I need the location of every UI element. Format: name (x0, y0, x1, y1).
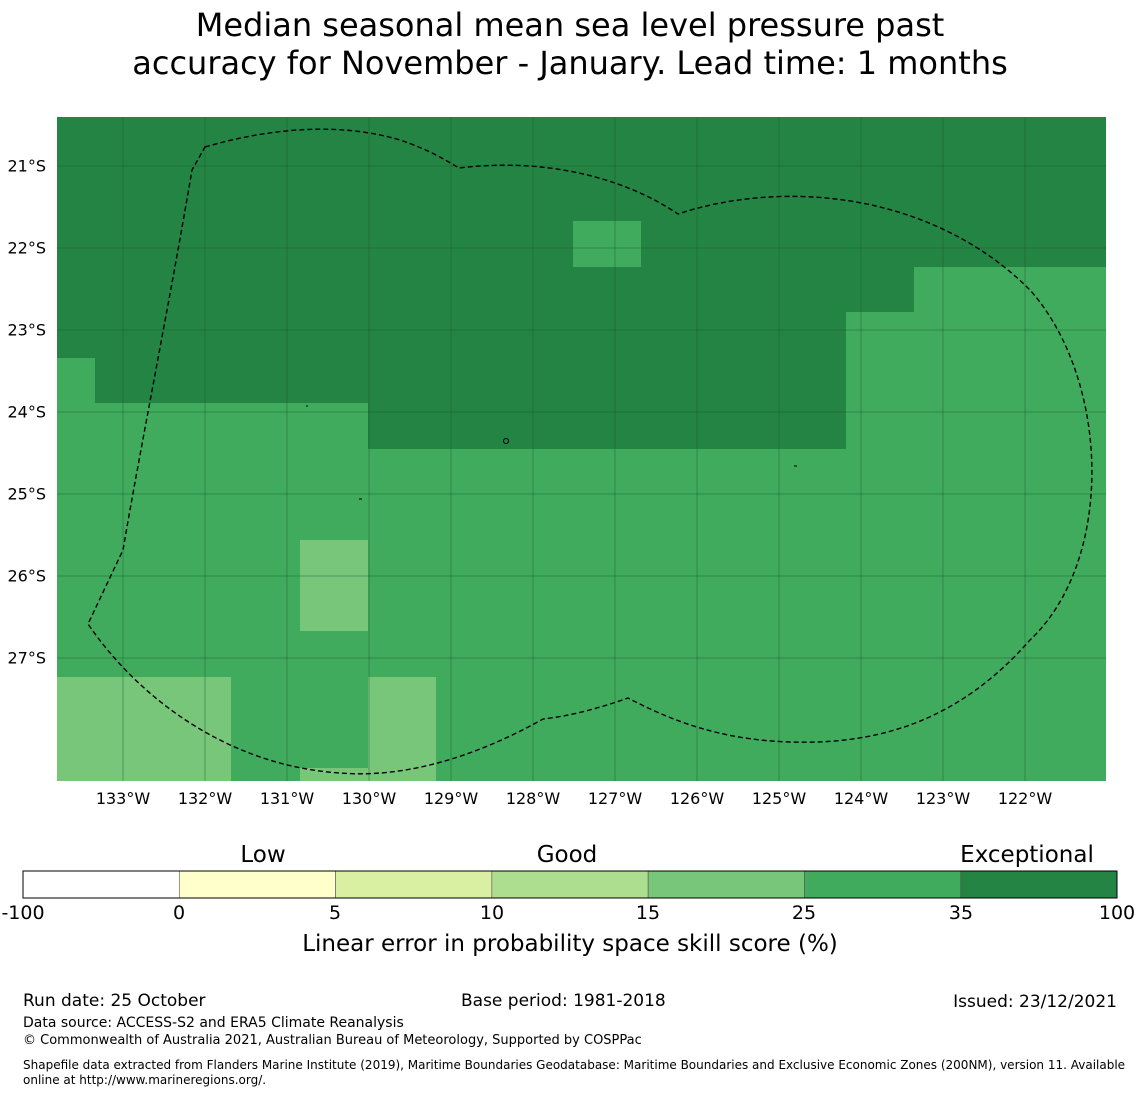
cell-25-35-north (573, 221, 641, 267)
lat-label-25s: 25°S (7, 484, 46, 504)
chart-title: Median seasonal mean sea level pressure … (0, 6, 1140, 82)
lon-label-127w: 127°W (587, 789, 643, 808)
run-date: Run date: 25 October (23, 991, 206, 1011)
lon-label-124w: 124°W (833, 789, 889, 808)
lon-label-123w: 123°W (915, 789, 971, 808)
category-low: Low (240, 842, 286, 868)
lon-label-131w: 131°W (259, 789, 315, 808)
cell-15-25-b (57, 677, 231, 781)
cell-15-25-a (300, 540, 368, 631)
title-line-1: Median seasonal mean sea level pressure … (195, 6, 945, 44)
copyright: © Commonwealth of Australia 2021, Austra… (23, 1033, 642, 1048)
category-good: Good (536, 842, 598, 868)
lon-label-122w: 122°W (997, 789, 1053, 808)
lat-label-23s: 23°S (7, 320, 46, 340)
lat-label-26s: 26°S (7, 566, 46, 586)
cb-tick-25: 25 (791, 902, 817, 924)
lat-label-24s: 24°S (7, 402, 46, 422)
lat-label-21s: 21°S (7, 156, 46, 176)
cb-tick-100: 100 (1098, 902, 1136, 924)
lon-label-130w: 130°W (341, 789, 397, 808)
lon-label-129w: 129°W (423, 789, 479, 808)
lon-label-125w: 125°W (751, 789, 807, 808)
shapefile-credit: Shapefile data extracted from Flanders M… (23, 1058, 1126, 1087)
lon-label-133w: 133°W (95, 789, 151, 808)
cb-tick-neg100: -100 (1, 902, 45, 924)
issued-date: Issued: 23/12/2021 (953, 992, 1117, 1012)
islands (306, 405, 797, 500)
lon-label-128w: 128°W (505, 789, 561, 808)
cb-tick-15: 15 (635, 902, 661, 924)
data-source: Data source: ACCESS-S2 and ERA5 Climate … (23, 1015, 404, 1031)
lon-label-126w: 126°W (669, 789, 725, 808)
cb-tick-10: 10 (479, 902, 505, 924)
cb-tick-0: 0 (172, 902, 186, 924)
eez-boundary (87, 128, 1093, 775)
lon-label-132w: 132°W (177, 789, 233, 808)
title-line-2: accuracy for November - January. Lead ti… (132, 44, 1008, 82)
lat-label-22s: 22°S (7, 238, 46, 258)
colorbar-label: Linear error in probability space skill … (302, 931, 838, 957)
category-exceptional: Exceptional (960, 842, 1094, 868)
cell-15-25-c (368, 677, 436, 781)
base-period: Base period: 1981-2018 (461, 991, 666, 1011)
cell-15-25-d (300, 768, 368, 781)
lat-label-27s: 27°S (7, 648, 46, 668)
cb-tick-35: 35 (948, 902, 974, 924)
graticule (57, 117, 1106, 781)
cb-tick-5: 5 (328, 902, 342, 924)
map-grid-cells (57, 117, 1106, 781)
